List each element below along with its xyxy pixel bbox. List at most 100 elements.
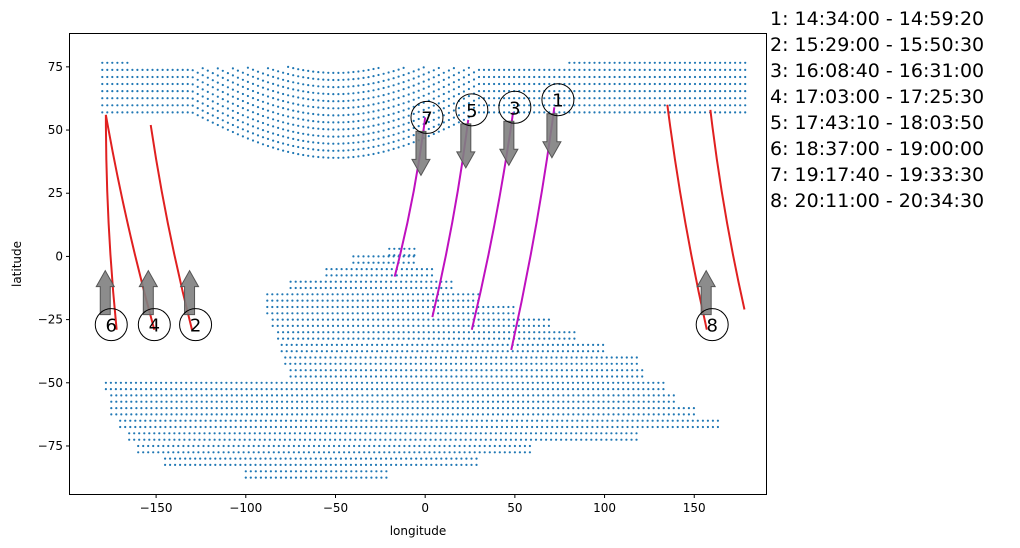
coverage-point [133, 432, 136, 435]
coverage-point [288, 438, 291, 441]
coverage-point [558, 337, 561, 340]
coverage-point [610, 362, 613, 365]
coverage-point [457, 92, 460, 96]
coverage-point [355, 419, 358, 422]
coverage-point [613, 111, 616, 114]
coverage-point [365, 419, 368, 422]
coverage-point [567, 413, 570, 416]
coverage-point [336, 293, 339, 296]
coverage-point [385, 274, 388, 277]
coverage-point [178, 438, 181, 441]
coverage-point [498, 97, 501, 100]
coverage-point [156, 104, 159, 107]
coverage-point [277, 112, 280, 115]
coverage-point [703, 111, 707, 114]
coverage-point [407, 324, 410, 327]
coverage-point [476, 413, 479, 416]
coverage-point [356, 394, 359, 397]
coverage-point [221, 90, 224, 94]
coverage-point [703, 75, 707, 79]
coverage-point [337, 93, 340, 96]
coverage-point [405, 274, 408, 277]
y-tick-label: 25 [48, 186, 63, 200]
coverage-point [527, 413, 530, 416]
coverage-point [692, 407, 696, 410]
coverage-point [397, 118, 400, 121]
coverage-point [245, 413, 248, 416]
coverage-point [466, 343, 469, 346]
coverage-point [193, 432, 196, 435]
coverage-point [352, 70, 355, 74]
coverage-point [375, 476, 378, 479]
coverage-point [592, 350, 595, 353]
coverage-point [647, 394, 650, 397]
coverage-point [416, 299, 420, 302]
coverage-point [466, 350, 469, 353]
coverage-point [335, 476, 338, 479]
coverage-point [672, 413, 675, 416]
coverage-point [455, 369, 458, 372]
coverage-point [101, 61, 104, 64]
coverage-point [558, 97, 561, 100]
coverage-point [212, 451, 215, 454]
coverage-point [483, 444, 486, 448]
coverage-point [739, 68, 742, 71]
coverage-point [213, 438, 216, 441]
coverage-point [284, 463, 287, 466]
coverage-point [460, 369, 463, 372]
coverage-point [388, 247, 391, 250]
coverage-point [359, 280, 363, 283]
coverage-point [136, 75, 139, 79]
coverage-point [126, 82, 129, 86]
coverage-point [302, 76, 305, 79]
coverage-point [432, 118, 435, 121]
coverage-point [443, 444, 446, 448]
coverage-point [357, 91, 360, 94]
coverage-point [497, 324, 500, 327]
coverage-point [306, 293, 309, 296]
coverage-point [416, 312, 420, 315]
coverage-point [124, 388, 128, 391]
coverage-point [292, 151, 295, 155]
coverage-point [444, 362, 448, 365]
coverage-point [364, 280, 368, 283]
coverage-point [366, 343, 369, 346]
coverage-point [367, 146, 370, 149]
coverage-point [129, 419, 132, 422]
coverage-point [477, 293, 480, 296]
coverage-point [412, 318, 415, 321]
coverage-point [431, 394, 434, 397]
coverage-point [287, 72, 290, 76]
coverage-point [495, 362, 498, 365]
coverage-point [126, 111, 129, 114]
coverage-point [401, 381, 404, 384]
coverage-point [597, 350, 600, 353]
coverage-point [167, 451, 170, 454]
coverage-point [378, 444, 381, 448]
coverage-point [446, 400, 449, 403]
coverage-point [453, 444, 456, 448]
coverage-point [527, 407, 530, 410]
coverage-point [481, 413, 484, 416]
coverage-point [251, 97, 255, 100]
coverage-point [362, 69, 365, 72]
coverage-point [299, 463, 302, 466]
coverage-point [186, 111, 189, 114]
coverage-point [551, 388, 555, 391]
coverage-point [361, 293, 364, 296]
coverage-point [347, 120, 350, 124]
coverage-point [215, 381, 218, 384]
coverage-point [405, 375, 408, 378]
coverage-point [621, 419, 624, 422]
coverage-point [673, 82, 677, 86]
coverage-point [295, 381, 298, 384]
coverage-point [523, 331, 526, 334]
coverage-point [307, 337, 310, 340]
coverage-point [327, 135, 330, 138]
coverage-point [379, 362, 382, 365]
coverage-point [647, 381, 650, 384]
coverage-point [532, 407, 535, 410]
coverage-point [708, 90, 712, 93]
coverage-point [246, 116, 249, 119]
coverage-point [372, 131, 375, 134]
